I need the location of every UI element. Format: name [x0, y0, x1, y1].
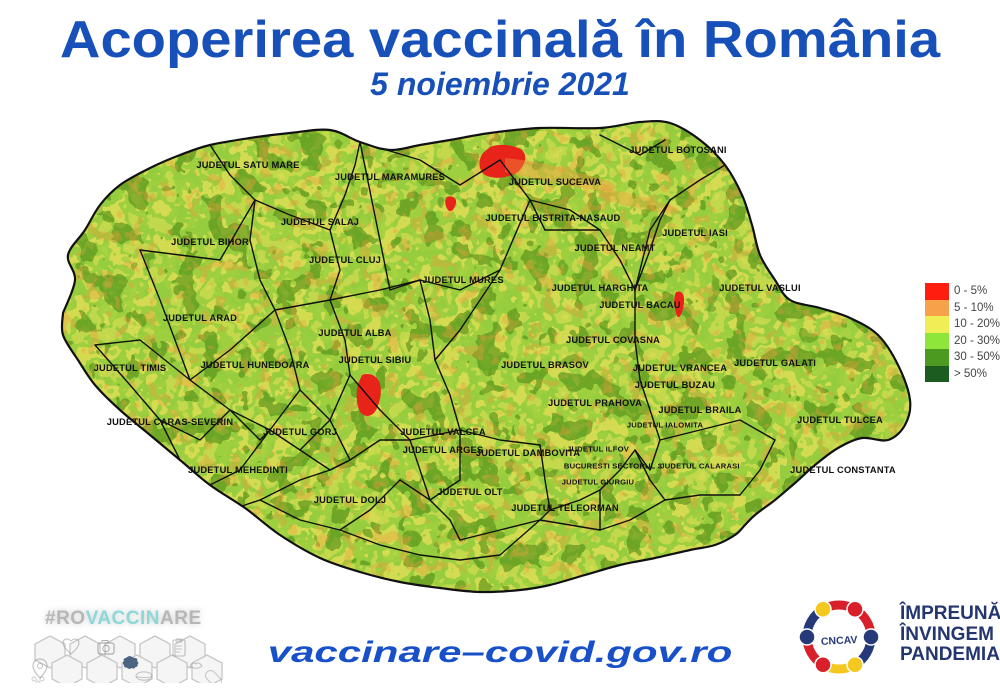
- svg-text:CNCAV: CNCAV: [821, 634, 858, 648]
